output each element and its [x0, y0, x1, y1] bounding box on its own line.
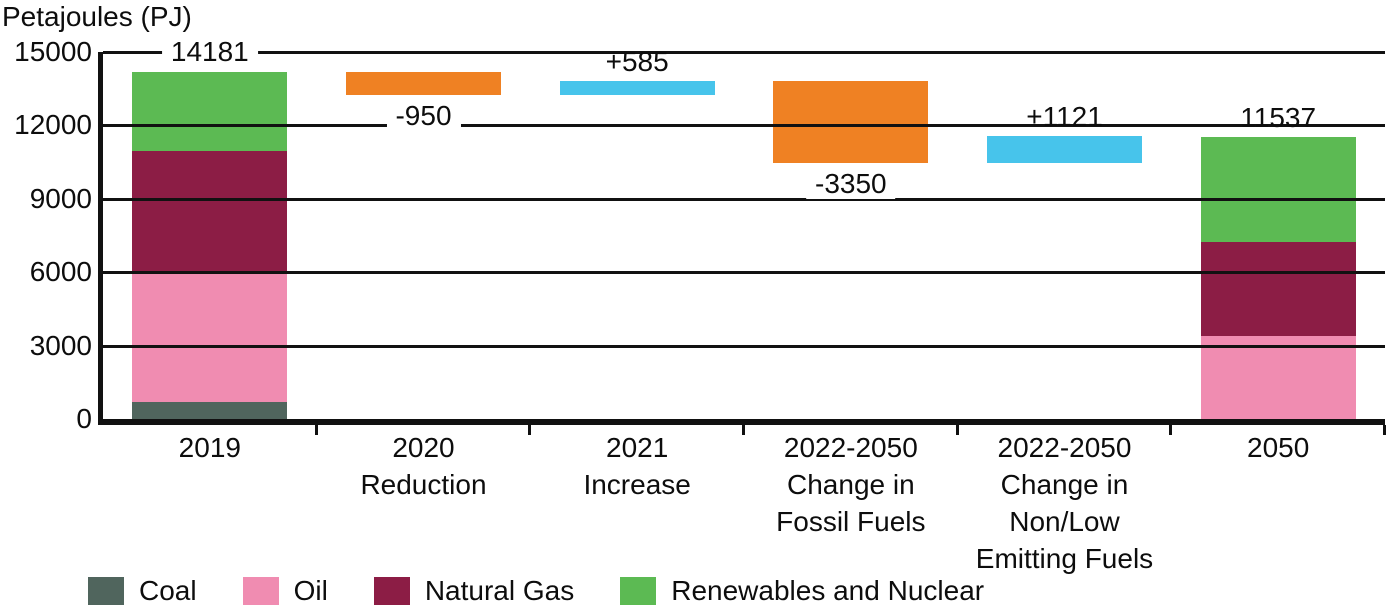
y-axis-title: Petajoules (PJ)	[2, 1, 192, 32]
value-label: -3350	[806, 168, 896, 199]
value-label: +1121	[1026, 100, 1103, 132]
x-axis-tick	[1383, 425, 1386, 435]
y-axis-tick-label: 12000	[14, 109, 92, 141]
bar-decrease	[773, 80, 929, 163]
value-label: +585	[605, 45, 669, 77]
grid-line	[103, 344, 1385, 348]
legend: Coal Oil Natural Gas Renewables and Nuclear	[88, 575, 1030, 606]
legend-item-natural-gas: Natural Gas	[373, 575, 575, 606]
legend-label: Coal	[139, 575, 197, 606]
legend-label: Oil	[293, 575, 328, 606]
bar-segment-oil	[132, 272, 288, 402]
y-axis-tick-label: 0	[76, 403, 92, 434]
legend-swatch	[620, 577, 657, 605]
bar-segment-renewables-and-nuclear	[1200, 136, 1356, 242]
legend-swatch	[88, 577, 124, 605]
value-label: -950	[386, 101, 461, 132]
bars-layer	[103, 52, 1385, 419]
x-axis-tick	[528, 425, 532, 435]
x-axis-label: 2020 Reduction	[360, 432, 487, 500]
y-axis-tick-label: 9000	[29, 182, 92, 214]
bar-segment-oil	[1200, 335, 1356, 419]
x-axis-label: 2050	[1247, 432, 1310, 463]
legend-label: Natural Gas	[424, 575, 575, 606]
bar-segment-coal	[132, 401, 288, 419]
x-axis-label: 2022-2050 Change in Fossil Fuels	[776, 432, 926, 537]
y-axis-tick-label: 6000	[29, 256, 92, 288]
x-axis-tick	[314, 425, 318, 435]
grid-line	[103, 124, 1385, 128]
legend-label: Renewables and Nuclear	[671, 575, 985, 606]
plot-area: 14181 -950 +585 -3350 +1121 11537	[98, 37, 1386, 435]
grid-line	[103, 51, 1385, 54]
value-label: 14181	[161, 37, 258, 67]
bar-segment-renewables-and-nuclear	[132, 72, 288, 152]
x-axis-label: 2022-2050 Change in Non/Low Emitting Fue…	[975, 432, 1154, 574]
y-axis-tick-label: 15000	[14, 36, 92, 67]
legend-item-coal: Coal	[88, 575, 197, 606]
gridlines-layer	[103, 51, 1385, 419]
value-label: 11537	[1240, 101, 1317, 133]
grid-line	[103, 197, 1385, 201]
bar-segment-natural-gas	[132, 151, 288, 273]
legend-item-oil: Oil	[242, 575, 328, 606]
x-ticks-layer	[103, 52, 1386, 435]
x-axis-label: 2021 Increase	[583, 432, 691, 500]
legend-item-renewables-and-nuclear: Renewables and Nuclear	[620, 575, 984, 606]
bar-segment-natural-gas	[1200, 241, 1356, 336]
bar-increase	[559, 80, 715, 96]
x-axis-line	[98, 419, 1385, 425]
x-axis-tick	[742, 425, 745, 435]
grid-line	[103, 271, 1385, 275]
legend-swatch	[242, 577, 279, 605]
x-axis-label: 2019	[178, 432, 241, 463]
x-axis-tick	[955, 425, 959, 435]
x-axis-tick	[1169, 425, 1173, 435]
bar-decrease	[346, 72, 501, 96]
value-labels-layer: 14181 -950 +585 -3350 +1121 11537	[103, 37, 1385, 419]
bar-increase	[987, 135, 1142, 163]
legend-swatch	[373, 577, 410, 605]
y-axis-line	[98, 52, 103, 424]
y-axis-tick-label: 3000	[29, 329, 92, 361]
